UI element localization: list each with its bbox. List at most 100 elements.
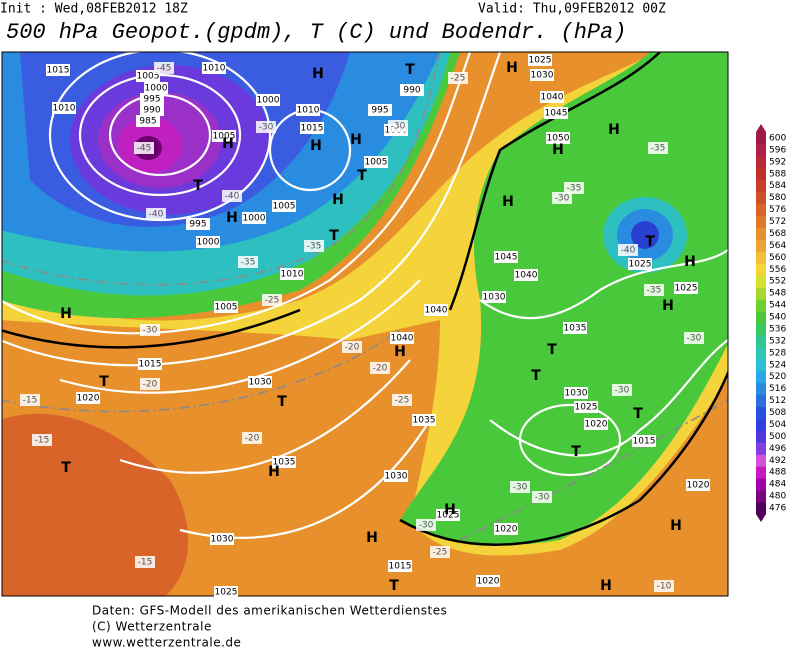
temperature-label: -35 xyxy=(567,184,582,194)
temperature-label-box xyxy=(564,182,584,194)
temperature-label: -30 xyxy=(687,334,702,344)
pressure-center: H xyxy=(670,518,682,534)
isobar-label-box xyxy=(546,132,570,144)
colorbar-label: 532 xyxy=(769,336,786,346)
temperature-label: -15 xyxy=(35,436,50,446)
isobar-label-box xyxy=(424,304,448,316)
isobar-label-box xyxy=(186,218,210,230)
colorbar-label: 584 xyxy=(769,181,786,191)
temperature-label: -10 xyxy=(657,582,672,592)
temperature-label: -35 xyxy=(307,242,322,252)
colorbar-swatch xyxy=(756,430,766,443)
isobar-label-box xyxy=(494,523,518,535)
temperature-label-box xyxy=(448,72,468,84)
temperature-label: -20 xyxy=(245,434,260,444)
colorbar-label: 520 xyxy=(769,372,786,382)
temperature-label-box xyxy=(532,491,552,503)
temperature-label: -20 xyxy=(373,364,388,374)
colorbar-swatch xyxy=(756,239,766,252)
colorbar-swatch xyxy=(756,251,766,264)
isobar-label: 1005 xyxy=(215,303,238,313)
colorbar-swatch xyxy=(756,454,766,467)
pressure-center: T xyxy=(99,374,109,390)
pressure-center: H xyxy=(226,210,238,226)
temperature-label-box xyxy=(154,62,174,74)
temperature-label-box xyxy=(342,341,362,353)
colorbar-swatch xyxy=(756,311,766,324)
pressure-center: T xyxy=(193,178,203,194)
isobar-label: 1025 xyxy=(529,56,552,66)
temperature-label: -30 xyxy=(143,326,158,336)
isobar-label-box xyxy=(564,387,588,399)
isobar-label-box xyxy=(136,115,160,127)
isobar-label: 1030 xyxy=(211,535,234,545)
isobar-label-box xyxy=(300,122,324,134)
temperature-label: -30 xyxy=(535,493,550,503)
colorbar-tip xyxy=(756,514,766,522)
colorbar-label: 492 xyxy=(769,456,786,466)
colorbar-label: 596 xyxy=(769,145,786,155)
isobar-label-box xyxy=(52,102,76,114)
isobar-label: 1040 xyxy=(425,306,448,316)
colorbar-label: 560 xyxy=(769,253,786,263)
pressure-center: H xyxy=(662,298,674,314)
colorbar-label: 544 xyxy=(769,301,786,311)
temperature-label: -40 xyxy=(149,210,164,220)
pressure-center: H xyxy=(684,254,696,270)
temperature-label: -15 xyxy=(138,558,153,568)
colorbar-swatch xyxy=(756,346,766,360)
isobar-label-box xyxy=(674,282,698,294)
colorbar-swatch xyxy=(756,323,766,336)
isobar-label-box xyxy=(528,54,552,66)
colorbar-swatch xyxy=(756,215,766,228)
pressure-center: T xyxy=(633,406,643,422)
isobar-label-box xyxy=(212,130,236,142)
colorbar-label: 500 xyxy=(769,432,786,442)
temperature-label-box xyxy=(430,546,450,558)
pressure-center: H xyxy=(444,502,456,518)
temperature-label-box xyxy=(648,142,668,154)
pressure-center: T xyxy=(571,444,581,460)
pressure-center: H xyxy=(332,192,344,208)
isobar-label-box xyxy=(476,575,500,587)
isobar-label-box xyxy=(384,470,408,482)
colorbar-label: 528 xyxy=(769,348,786,358)
pressure-center: T xyxy=(405,62,415,78)
isobar-label-box xyxy=(46,64,70,76)
pressure-center: T xyxy=(645,234,655,250)
pressure-center: H xyxy=(502,194,514,210)
pressure-center: T xyxy=(277,394,287,410)
isobar-label-box xyxy=(584,418,608,430)
isobar-label-box xyxy=(140,93,164,105)
temperature-label-box xyxy=(510,481,530,493)
isobar-label-box xyxy=(138,358,162,370)
temperature-label: -30 xyxy=(615,386,630,396)
colorbar-swatch xyxy=(756,382,766,396)
valid-time: Valid: Thu,09FEB2012 00Z xyxy=(478,2,666,17)
isobar-label: 1025 xyxy=(629,260,652,270)
isobar-label: 1045 xyxy=(545,109,568,119)
isobar-label: 1015 xyxy=(301,124,324,134)
isobar-label-box xyxy=(202,62,226,74)
isobar-label-box xyxy=(574,401,598,413)
isobar-label-box xyxy=(563,322,587,334)
isobar-label: 1030 xyxy=(531,71,554,81)
colorbar-label: 480 xyxy=(769,492,786,502)
isobar-label: 985 xyxy=(139,117,156,127)
isobar-label: 990 xyxy=(143,106,160,116)
colorbar-swatch xyxy=(756,287,766,300)
colorbar-swatch xyxy=(756,466,766,479)
pressure-center: H xyxy=(222,136,234,152)
isobar-label: 1045 xyxy=(495,253,518,263)
temperature-label-box xyxy=(304,240,324,252)
temperature-label: -25 xyxy=(433,548,448,558)
isobar-label-box xyxy=(296,104,320,116)
colorbar-swatch xyxy=(756,442,766,455)
isobar-label: 1000 xyxy=(257,96,280,106)
isobar-label-box xyxy=(628,258,652,270)
temperature-label: -40 xyxy=(621,246,636,256)
isobar-label: 1010 xyxy=(203,64,226,74)
colorbar-label: 592 xyxy=(769,157,786,167)
map-field xyxy=(2,52,728,596)
